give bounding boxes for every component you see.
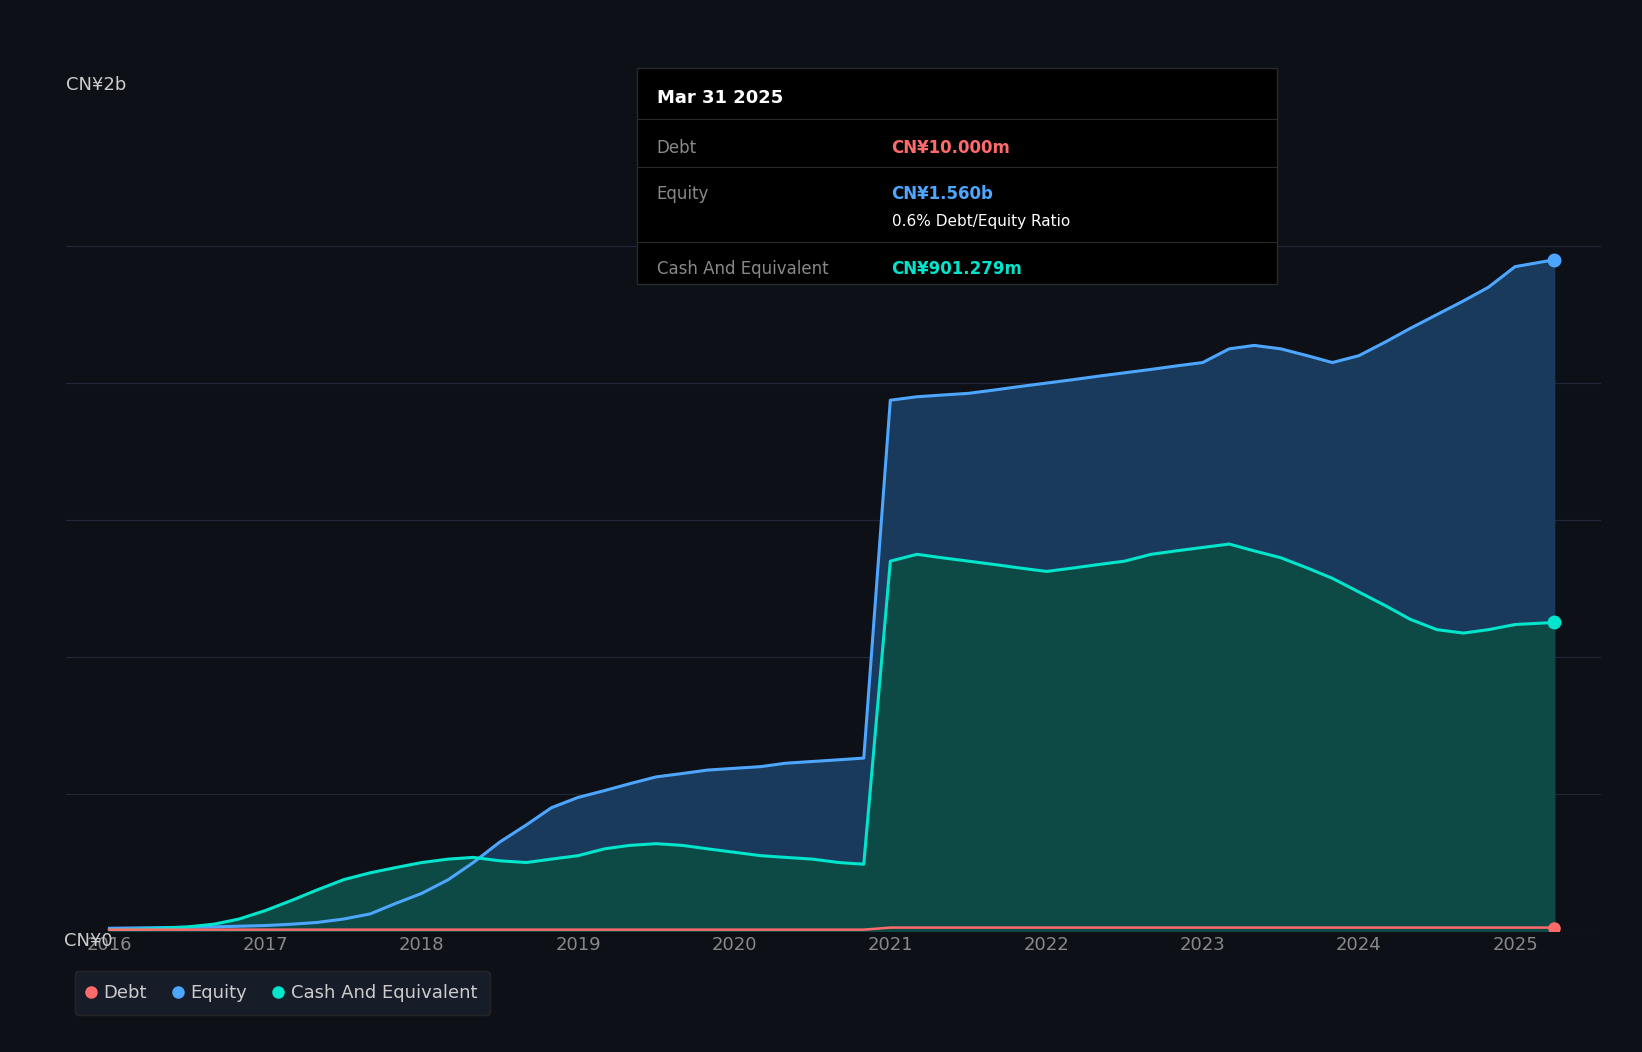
Text: Debt: Debt [657, 139, 696, 157]
Text: Equity: Equity [657, 185, 709, 203]
Text: CN¥10.000m: CN¥10.000m [892, 139, 1010, 157]
Text: CN¥2b: CN¥2b [66, 76, 126, 94]
Text: CN¥901.279m: CN¥901.279m [892, 260, 1023, 278]
Legend: Debt, Equity, Cash And Equivalent: Debt, Equity, Cash And Equivalent [74, 971, 489, 1014]
Text: Cash And Equivalent: Cash And Equivalent [657, 260, 829, 278]
Text: 0.6% Debt/Equity Ratio: 0.6% Debt/Equity Ratio [892, 215, 1071, 229]
Text: CN¥0: CN¥0 [64, 932, 113, 950]
Text: CN¥1.560b: CN¥1.560b [892, 185, 993, 203]
Text: Mar 31 2025: Mar 31 2025 [657, 89, 783, 107]
